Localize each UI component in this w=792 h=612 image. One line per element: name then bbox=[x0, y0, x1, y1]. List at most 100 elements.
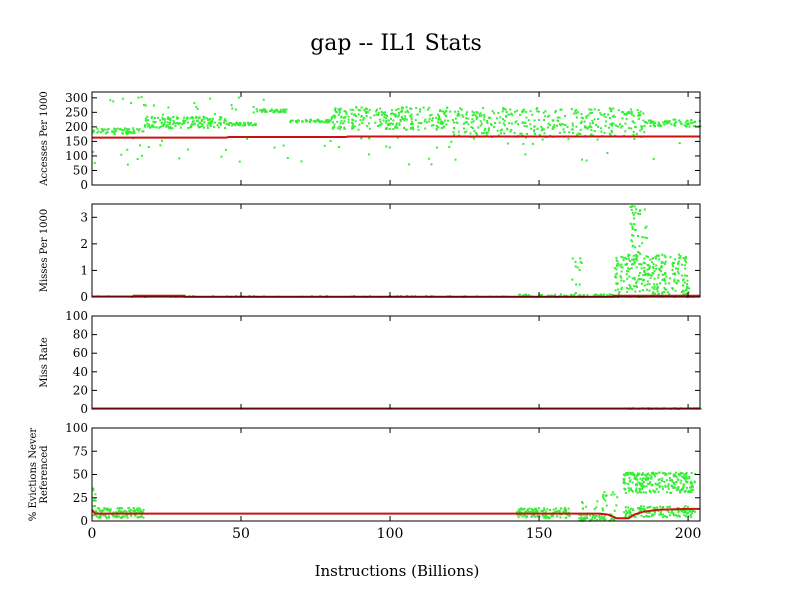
panel-1-point bbox=[272, 111, 275, 114]
panel-1-point bbox=[657, 124, 660, 127]
panel-4-point bbox=[646, 515, 649, 518]
panel-1-point bbox=[205, 117, 208, 120]
panel-1-point bbox=[589, 112, 591, 115]
panel-2-point bbox=[651, 292, 654, 295]
panel-4-point bbox=[541, 514, 544, 517]
panel-4-point bbox=[629, 510, 631, 513]
panel-1-point bbox=[566, 125, 569, 128]
panel-2-point bbox=[644, 262, 647, 265]
panel-1-point bbox=[444, 110, 447, 113]
panel-1-point bbox=[632, 130, 635, 133]
panel-1-point bbox=[447, 119, 449, 122]
panel-1-point bbox=[125, 133, 128, 136]
panel-1-point bbox=[238, 121, 241, 124]
panel-1-point bbox=[556, 116, 559, 119]
panel-4-point bbox=[593, 508, 596, 511]
panel-1-point bbox=[495, 117, 498, 120]
panel-1-point bbox=[633, 121, 636, 124]
panel-1-point bbox=[167, 106, 170, 109]
panel-4-point bbox=[589, 518, 592, 521]
panel-1-point bbox=[475, 133, 478, 136]
panel-2-point bbox=[677, 262, 680, 264]
panel-4-point bbox=[640, 491, 643, 494]
panel-2-point bbox=[616, 264, 618, 267]
panel-2-point bbox=[638, 245, 641, 248]
panel-1-point bbox=[345, 111, 348, 114]
panel-2-point bbox=[654, 292, 657, 295]
panel-1-point bbox=[436, 121, 439, 124]
panel-2-point bbox=[637, 278, 640, 281]
panel-2-point bbox=[661, 291, 664, 294]
panel-1-point bbox=[211, 120, 214, 123]
panel-1-point bbox=[290, 119, 293, 122]
panel-4-point bbox=[660, 479, 663, 482]
panel-2-point bbox=[657, 276, 660, 279]
panel-4-point bbox=[603, 491, 606, 494]
panel-2-point bbox=[632, 234, 635, 237]
panel-4-point bbox=[684, 505, 687, 508]
panel-2-point bbox=[625, 287, 628, 290]
panel-1-point bbox=[358, 123, 361, 126]
panel-2-point bbox=[629, 222, 632, 225]
panel-1-point bbox=[520, 132, 523, 135]
panel-1-point bbox=[625, 117, 628, 120]
panel-1-point bbox=[353, 114, 356, 117]
panel-1-point bbox=[405, 106, 408, 109]
panel-1-point bbox=[579, 128, 582, 131]
panel-1-point bbox=[219, 123, 222, 126]
panel-4-point bbox=[533, 514, 535, 517]
y-tick-label: 0 bbox=[80, 514, 88, 528]
panel-1-point bbox=[568, 131, 571, 134]
panel-1-point bbox=[503, 132, 506, 135]
panel-2-point bbox=[675, 267, 678, 270]
panel-2-point bbox=[643, 266, 646, 269]
panel-1-point bbox=[631, 120, 634, 123]
panel-1-point bbox=[688, 125, 691, 128]
panel-1-point bbox=[161, 118, 164, 121]
panel-2-point bbox=[682, 278, 685, 281]
panel-4-point bbox=[599, 517, 602, 520]
panel-1-point bbox=[211, 119, 214, 122]
panel-1-point bbox=[467, 117, 470, 120]
panel-1-point bbox=[472, 114, 474, 117]
panel-2-point bbox=[627, 270, 630, 273]
panel-1-point bbox=[629, 108, 632, 111]
panel-1-point bbox=[129, 131, 132, 133]
panel-1-point bbox=[567, 137, 570, 140]
panel-1-point bbox=[359, 109, 362, 112]
panel-1-point bbox=[619, 123, 621, 126]
panel-4-point bbox=[100, 511, 103, 514]
panel-2-point bbox=[668, 293, 671, 296]
panel-1-point bbox=[154, 117, 156, 119]
panel-1-point bbox=[580, 122, 582, 124]
panel-1-point bbox=[338, 111, 341, 114]
panel-2-point bbox=[642, 270, 645, 273]
panel-2-point bbox=[631, 258, 634, 261]
panel-4-point bbox=[529, 511, 532, 513]
panel-4-point bbox=[536, 515, 539, 518]
panel-1-point bbox=[141, 130, 144, 133]
panel-4-point bbox=[682, 511, 685, 514]
panel-2-point bbox=[523, 294, 526, 296]
panel-1-point bbox=[116, 127, 119, 130]
panel-1-point bbox=[609, 123, 612, 126]
panel-1-point bbox=[497, 134, 500, 137]
panel-1-point bbox=[438, 116, 441, 119]
panel-1-point bbox=[663, 123, 666, 126]
panel-2-point bbox=[645, 237, 648, 239]
panel-4-point bbox=[629, 488, 632, 491]
panel-1-point bbox=[385, 121, 388, 124]
panel-1-point bbox=[219, 122, 222, 125]
y-tick-label: 75 bbox=[73, 444, 88, 458]
panel-1-point bbox=[611, 131, 613, 134]
panel-4-point bbox=[691, 512, 693, 515]
panel-2-point bbox=[681, 289, 684, 292]
panel-4-point bbox=[636, 478, 639, 481]
panel-4-point bbox=[659, 505, 662, 508]
panel-2-point bbox=[621, 266, 624, 269]
panel-1-point bbox=[96, 131, 99, 134]
panel-1-point bbox=[649, 125, 652, 127]
panel-1-point bbox=[324, 119, 327, 122]
panel-1-point bbox=[407, 111, 410, 114]
panel-1-point bbox=[126, 148, 129, 151]
